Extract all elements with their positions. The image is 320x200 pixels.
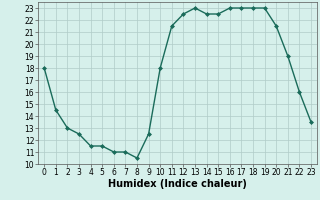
X-axis label: Humidex (Indice chaleur): Humidex (Indice chaleur) bbox=[108, 179, 247, 189]
